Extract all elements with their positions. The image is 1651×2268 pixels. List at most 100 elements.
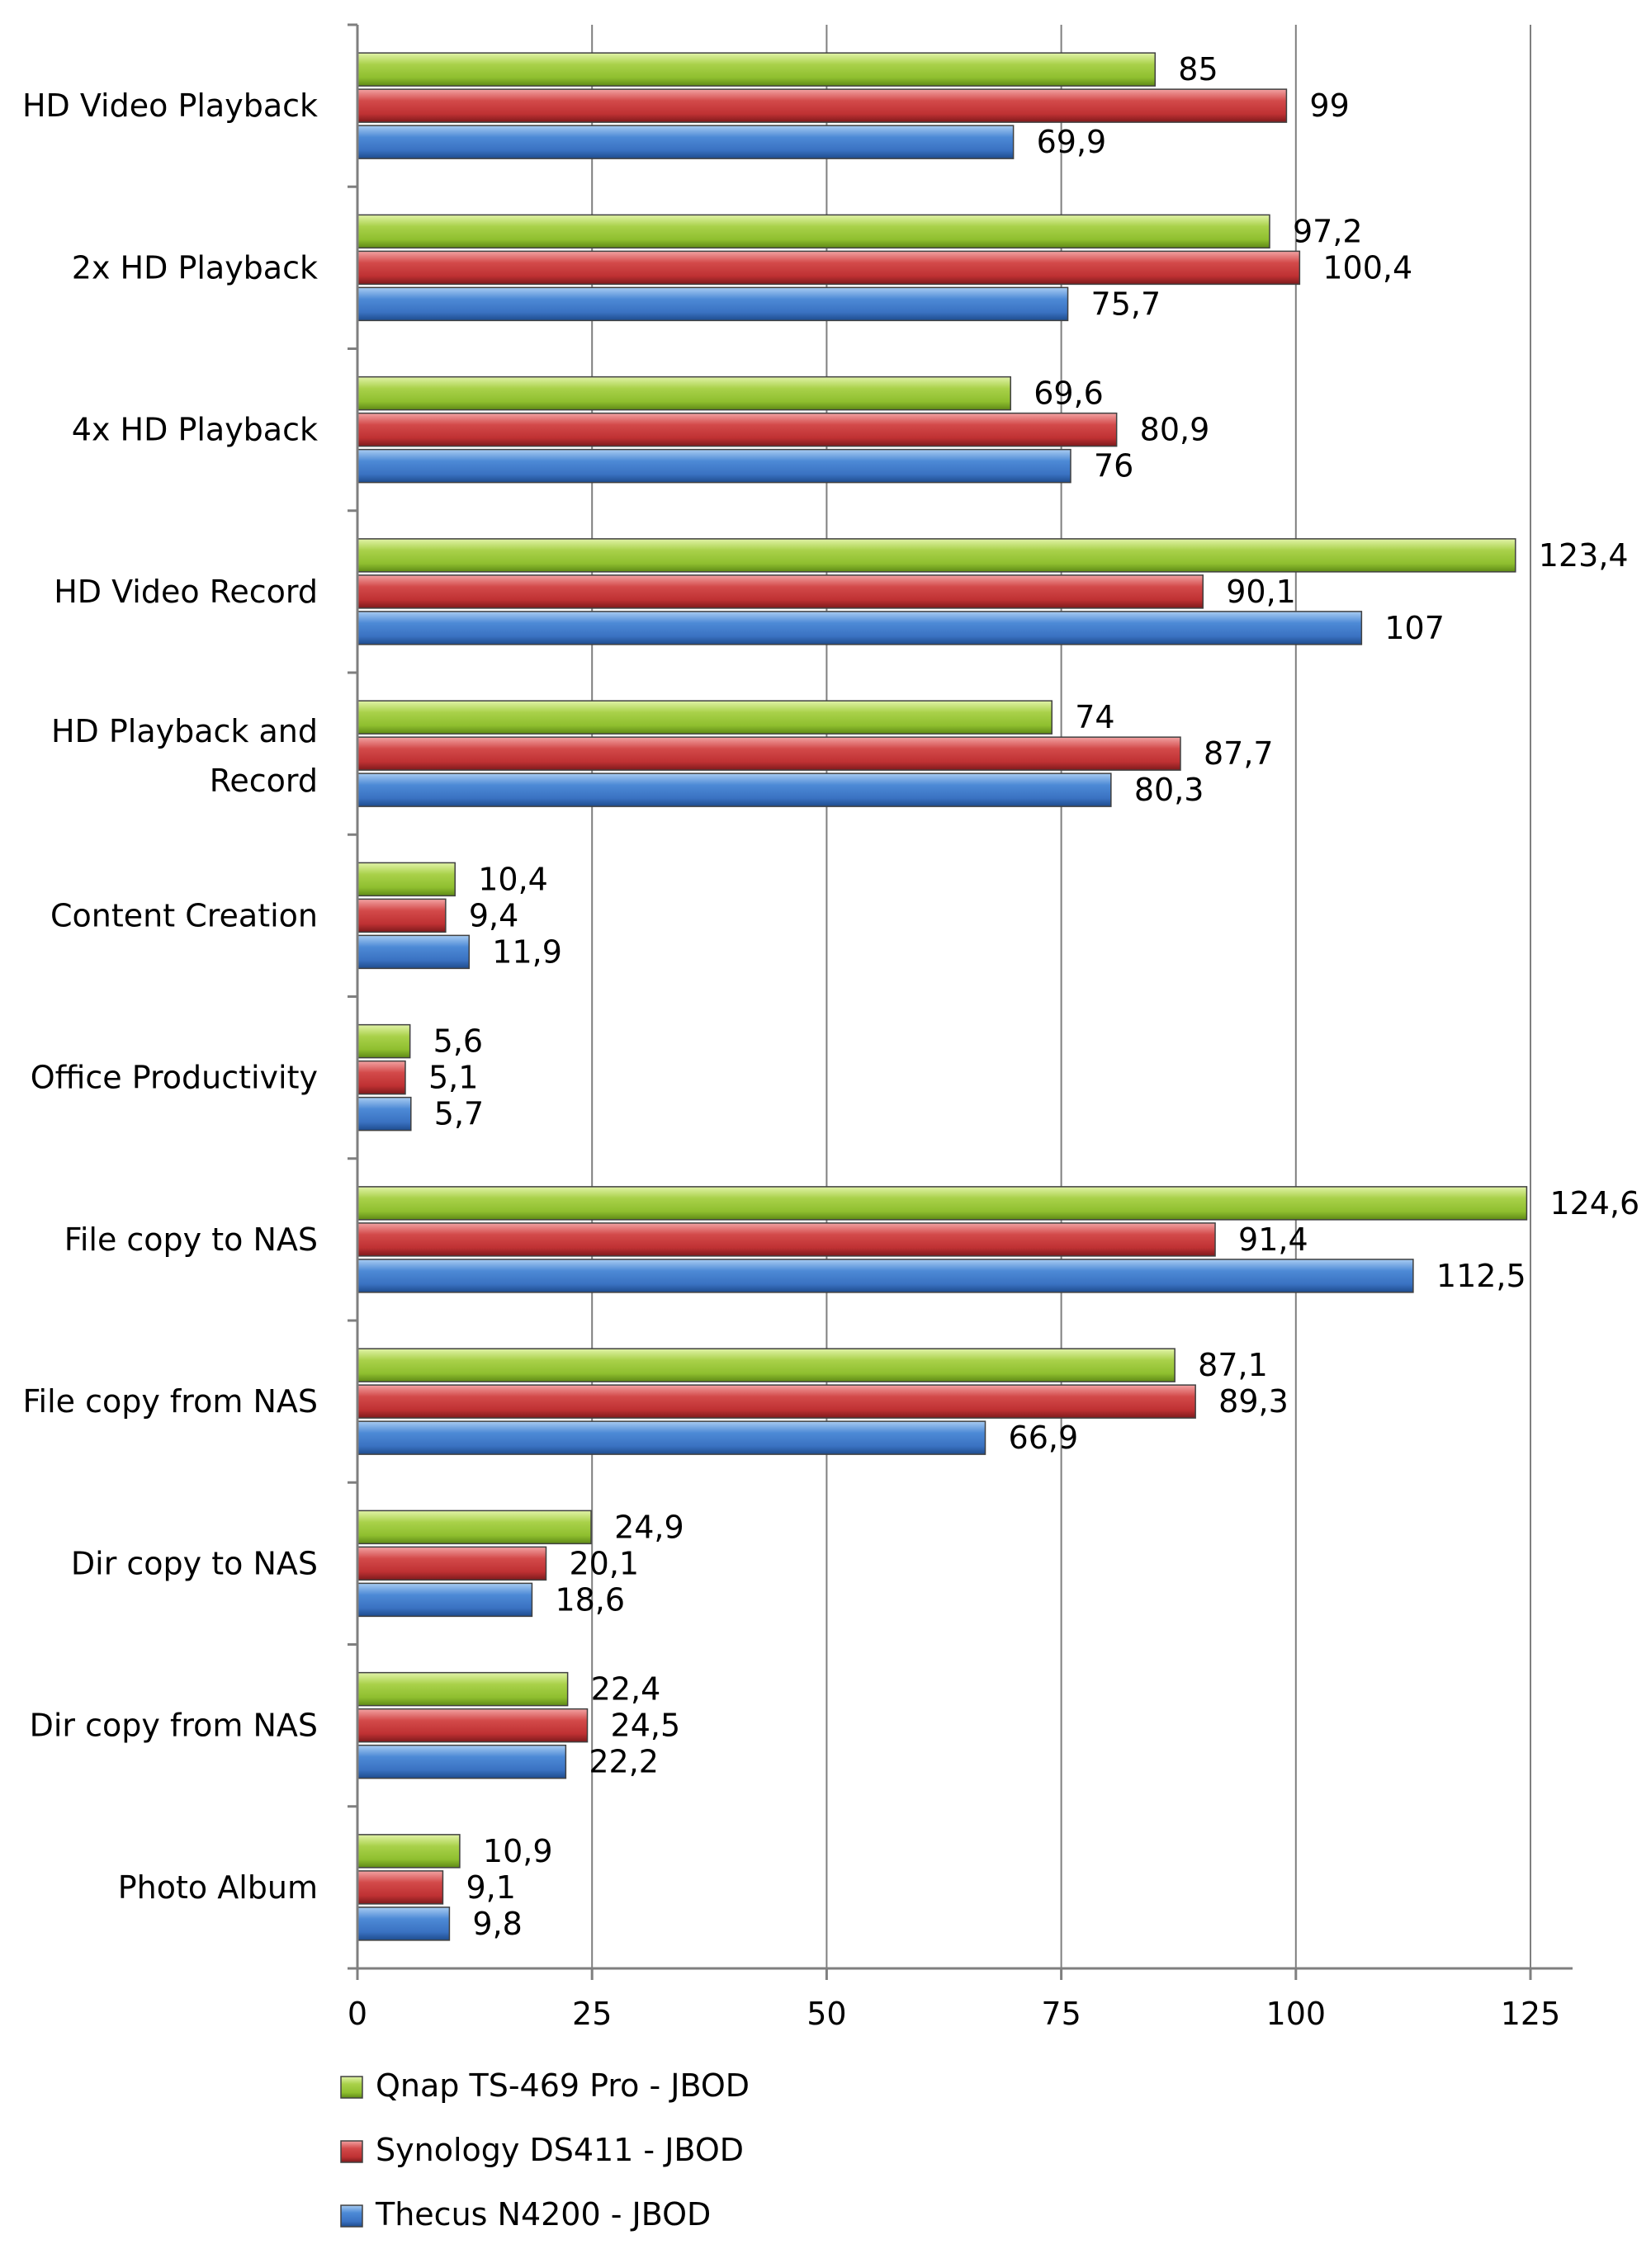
category-label: Dir copy to NAS [71, 1545, 318, 1581]
bar-s0-c10 [357, 1671, 569, 1707]
data-label: 87,1 [1198, 1347, 1268, 1383]
data-label: 91,4 [1238, 1221, 1308, 1258]
legend-label: Thecus N4200 - JBOD [375, 2196, 711, 2233]
data-label: 10,4 [478, 861, 548, 897]
bar-s2-c0 [357, 125, 1015, 159]
data-label: 89,3 [1218, 1383, 1289, 1420]
category-label: File copy from NAS [22, 1383, 318, 1420]
bar-s0-c5 [357, 862, 456, 897]
data-label: 9,8 [472, 1906, 522, 1942]
bar-s0-c0 [357, 52, 1157, 87]
bar-s2-c11 [357, 1907, 451, 1941]
legend-swatch-0 [340, 2076, 363, 2099]
data-label: 124,6 [1549, 1185, 1639, 1221]
data-label: 97,2 [1293, 213, 1363, 249]
data-label: 5,6 [433, 1023, 483, 1060]
bar-s0-c8 [357, 1348, 1176, 1382]
data-label: 22,2 [589, 1744, 659, 1780]
bar-s1-c11 [357, 1870, 444, 1905]
gridlines [591, 25, 1531, 1968]
bar-s2-c9 [357, 1582, 533, 1618]
category-label: 4x HD Playback [72, 412, 318, 448]
bar-s1-c0 [357, 88, 1288, 123]
bar-s1-c9 [357, 1546, 547, 1581]
category-label: Content Creation [50, 897, 318, 933]
bar-s2-c7 [357, 1259, 1414, 1293]
bar-s1-c7 [357, 1222, 1216, 1257]
data-label: 80,3 [1134, 772, 1204, 808]
data-label: 87,7 [1204, 735, 1274, 772]
data-label: 66,9 [1009, 1420, 1079, 1456]
data-label: 80,9 [1140, 412, 1210, 448]
category-label: Photo Album [118, 1869, 318, 1906]
data-label: 22,4 [591, 1671, 661, 1708]
data-label: 75,7 [1091, 286, 1161, 322]
data-label: 18,6 [555, 1581, 625, 1618]
bar-s1-c10 [357, 1708, 589, 1743]
data-label: 24,9 [614, 1509, 684, 1545]
bar-s1-c5 [357, 898, 447, 933]
bar-s2-c1 [357, 286, 1069, 322]
legend-label: Synology DS411 - JBOD [376, 2132, 744, 2168]
bar-s1-c2 [357, 412, 1118, 447]
bar-s2-c4 [357, 773, 1112, 807]
bar-s2-c8 [357, 1420, 986, 1455]
category-label: 2x HD Playback [72, 249, 318, 286]
data-label: 9,1 [466, 1869, 515, 1906]
data-label: 9,4 [469, 897, 518, 933]
bar-s1-c1 [357, 250, 1301, 286]
data-label: 69,9 [1037, 124, 1107, 160]
bar-s1-c3 [357, 574, 1204, 609]
data-label: 112,5 [1436, 1258, 1526, 1294]
bar-s0-c3 [357, 538, 1516, 573]
data-label: 85 [1178, 51, 1218, 87]
legend: Qnap TS-469 Pro - JBOD Synology DS411 - J… [340, 2067, 750, 2233]
bar-s1-c8 [357, 1384, 1196, 1419]
data-label: 5,7 [434, 1096, 484, 1132]
x-tick-label: 50 [807, 1996, 846, 2032]
bars [357, 52, 1528, 1941]
bar-s2-c10 [357, 1744, 567, 1779]
bar-s1-c6 [357, 1060, 406, 1095]
bar-s0-c2 [357, 376, 1011, 411]
legend-swatch-1 [340, 2140, 363, 2163]
legend-label: Qnap TS-469 Pro - JBOD [376, 2067, 750, 2104]
x-tick-label: 25 [572, 1996, 612, 2032]
legend-swatch-2 [340, 2204, 363, 2228]
bar-s0-c11 [357, 1834, 461, 1869]
bar-s2-c6 [357, 1096, 412, 1132]
data-label: 5,1 [428, 1060, 478, 1096]
bar-s0-c4 [357, 700, 1053, 735]
bar-s0-c1 [357, 214, 1270, 249]
bar-s2-c2 [357, 448, 1071, 484]
x-tick-label: 0 [348, 1996, 367, 2032]
bar-s0-c9 [357, 1510, 592, 1545]
data-label: 69,6 [1034, 376, 1104, 412]
bar-s0-c6 [357, 1023, 411, 1059]
data-label: 100,4 [1322, 249, 1412, 286]
data-label: 11,9 [492, 933, 562, 970]
category-label: Office Productivity [31, 1060, 318, 1096]
data-labels: 85 97,2 69,6 123,4 74 10,4 5,6 124,6 87,1 24,9 22,… [428, 51, 1639, 1942]
data-label: 20,1 [569, 1545, 639, 1581]
axes: 0 25 50 75 100 125 HD Video Playback 2x HD Play… [22, 23, 1573, 2032]
data-label: 10,9 [483, 1833, 553, 1869]
category-label: HD Video Record [54, 574, 318, 610]
data-label: 24,5 [611, 1708, 681, 1744]
bar-s0-c7 [357, 1186, 1528, 1221]
data-label: 99 [1309, 87, 1349, 124]
bar-s2-c5 [357, 934, 471, 970]
category-label: HD Playback and Record [51, 713, 318, 799]
category-label: HD Video Playback [22, 87, 318, 124]
data-label: 74 [1075, 699, 1114, 735]
data-label: 76 [1094, 448, 1133, 484]
x-tick-label: 125 [1501, 1996, 1561, 2032]
x-tick-label: 100 [1266, 1996, 1327, 2032]
x-tick-label: 75 [1041, 1996, 1081, 2032]
data-label: 123,4 [1539, 537, 1629, 574]
bar-s1-c4 [357, 736, 1181, 771]
bar-s2-c3 [357, 611, 1363, 645]
category-label: File copy to NAS [64, 1221, 318, 1258]
data-label: 107 [1384, 610, 1445, 646]
